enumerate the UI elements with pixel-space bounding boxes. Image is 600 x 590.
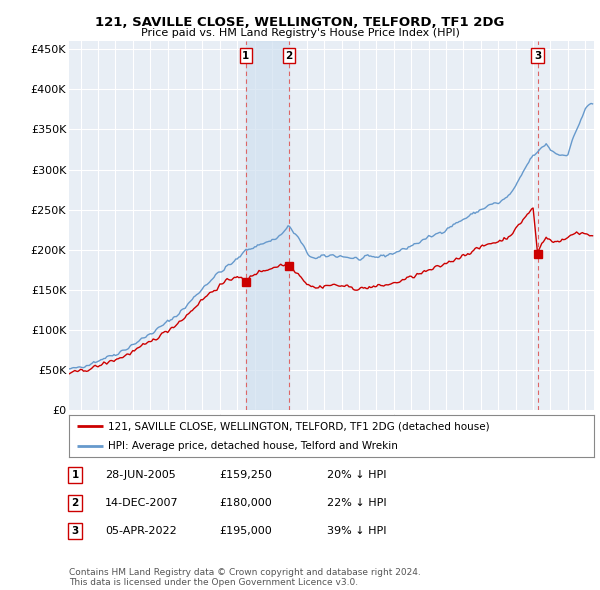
Text: £159,250: £159,250 [219, 470, 272, 480]
Text: 22% ↓ HPI: 22% ↓ HPI [327, 498, 386, 507]
Text: 1: 1 [242, 51, 250, 61]
Text: 121, SAVILLE CLOSE, WELLINGTON, TELFORD, TF1 2DG: 121, SAVILLE CLOSE, WELLINGTON, TELFORD,… [95, 16, 505, 29]
Text: £195,000: £195,000 [219, 526, 272, 536]
Text: 2: 2 [285, 51, 292, 61]
Text: 1: 1 [71, 470, 79, 480]
Text: Contains HM Land Registry data © Crown copyright and database right 2024.
This d: Contains HM Land Registry data © Crown c… [69, 568, 421, 587]
Bar [246, 41, 289, 410]
Text: 28-JUN-2005: 28-JUN-2005 [105, 470, 176, 480]
Text: 39% ↓ HPI: 39% ↓ HPI [327, 526, 386, 536]
Text: £180,000: £180,000 [219, 498, 272, 507]
Text: 14-DEC-2007: 14-DEC-2007 [105, 498, 179, 507]
Text: 20% ↓ HPI: 20% ↓ HPI [327, 470, 386, 480]
Text: 2: 2 [71, 498, 79, 507]
Text: 3: 3 [71, 526, 79, 536]
Text: 3: 3 [534, 51, 541, 61]
Text: Price paid vs. HM Land Registry's House Price Index (HPI): Price paid vs. HM Land Registry's House … [140, 28, 460, 38]
Text: HPI: Average price, detached house, Telford and Wrekin: HPI: Average price, detached house, Telf… [109, 441, 398, 451]
Text: 05-APR-2022: 05-APR-2022 [105, 526, 177, 536]
Text: 121, SAVILLE CLOSE, WELLINGTON, TELFORD, TF1 2DG (detached house): 121, SAVILLE CLOSE, WELLINGTON, TELFORD,… [109, 421, 490, 431]
